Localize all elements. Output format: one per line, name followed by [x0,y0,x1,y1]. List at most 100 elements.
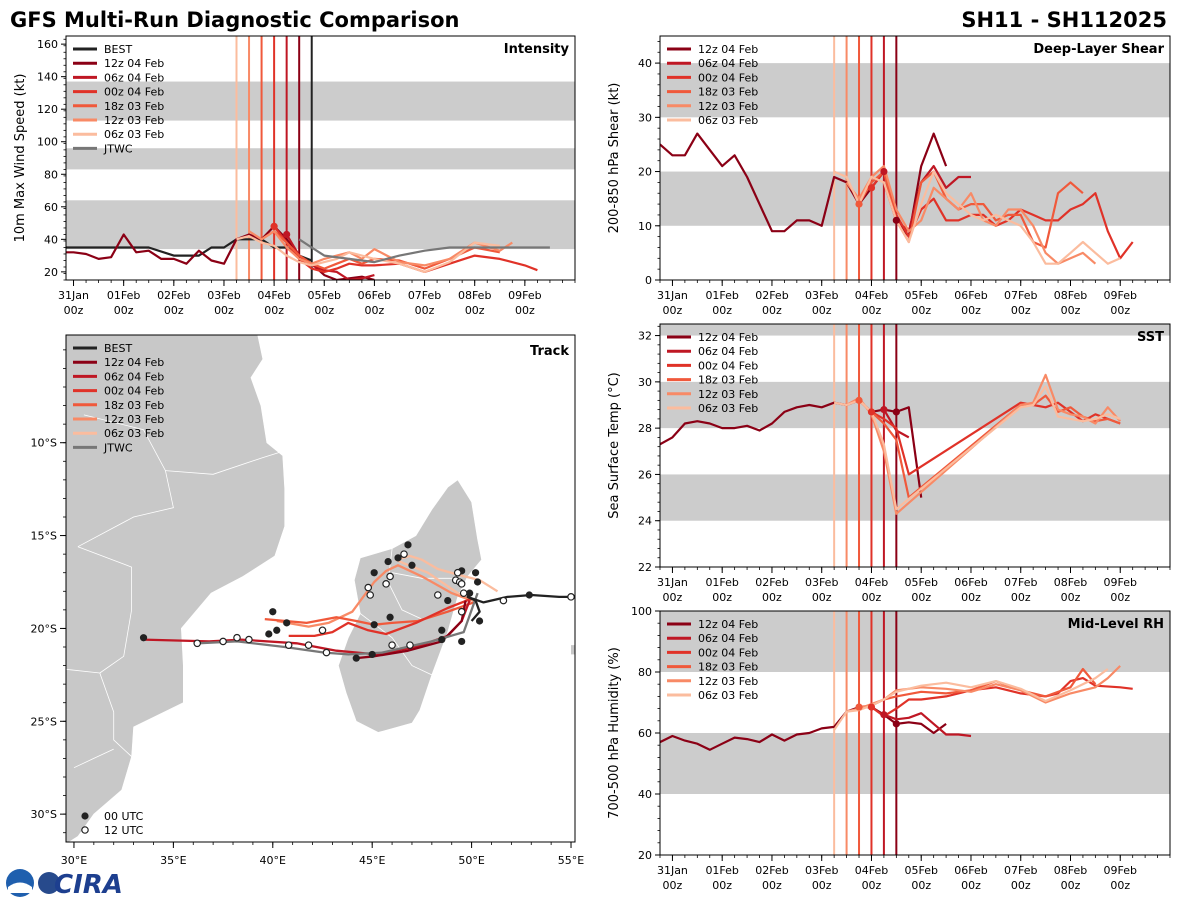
x-tick-day-label: 07Feb [1004,576,1037,589]
shaded-band [66,200,575,250]
series-marker-00z-04-feb [270,222,278,230]
y-tick-label: 10 [638,220,652,233]
x-tick-day-label: 05Feb [904,289,937,302]
x-tick-day-label: 08Feb [458,289,491,302]
reunion-island [571,645,575,655]
track-point-12utc [382,580,390,588]
track-point-00utc [444,596,452,605]
x-tick-day-label: 03Feb [805,864,838,877]
x-tick-hour-label: 00z [762,591,782,604]
track-point-00utc [394,554,402,562]
track-point-12utc [245,635,253,644]
series-marker-06z-04-feb [880,711,888,719]
x-tick-day-label: 05Feb [904,864,937,877]
shaded-band [66,81,575,121]
series-marker-00z-04-feb [867,703,876,711]
x-tick-hour-label: 00z [712,591,732,604]
africa-landmass [66,335,286,842]
y-tick-label: 80 [44,168,58,181]
legend-marker-12utc [81,826,89,834]
panel-title: SST [1137,330,1164,345]
legend-label-18z-03-feb: 18z 03 Feb [104,399,164,412]
legend-label-18z-03-feb: 18z 03 Feb [698,86,758,99]
x-tick-day-label: 31Jan [58,289,89,302]
legend-label-12z-03-feb: 12z 03 Feb [104,413,164,426]
track-point-12utc [400,550,408,558]
x-tick-hour-label: 00z [812,879,832,892]
track-point-12utc [304,641,313,649]
track-point-12utc [284,641,293,649]
legend-label-06z-04-feb: 06z 04 Feb [698,57,758,70]
x-tick-hour-label: 00z [911,879,931,892]
x-tick-day-label: 04Feb [257,289,290,302]
x-tick-day-label: 04Feb [855,576,888,589]
track-line-12z-03-feb [276,564,473,628]
x-tick-hour-label: 00z [214,304,234,317]
x-tick-hour-label: 00z [164,304,184,317]
x-tick-day-label: 01Feb [705,864,738,877]
x-tick-hour-label: 00z [911,591,931,604]
y-tick-label: 100 [37,136,58,149]
x-tick-hour-label: 00z [1011,591,1031,604]
lon-tick-label: 40°E [260,854,286,867]
x-tick-day-label: 01Feb [705,576,738,589]
x-tick-hour-label: 00z [465,304,485,317]
legend-label-jtwc: JTWC [103,441,133,454]
shear-panel: 0 10 20 30 40 200-850 hPa Shear (kt) 31Jan 00z 0… [607,35,1171,317]
series-marker-00z-04-feb [867,408,876,416]
track-point-12utc [459,589,468,597]
plot-frame [659,323,1171,568]
series-marker-00z-04-feb [867,184,876,192]
legend-label-06z-04-feb: 06z 04 Feb [104,370,164,383]
x-tick-hour-label: 00z [1061,304,1081,317]
shaded-band [660,733,1170,794]
series-marker-12z-04-feb [892,216,900,224]
series-marker-18z-03-feb [855,703,863,711]
track-point-12utc [453,568,462,577]
x-tick-day-label: 09Feb [1104,576,1137,589]
series-line-12z-03-feb [248,230,513,267]
track-point-00utc [370,569,378,577]
x-tick-hour-label: 00z [1110,591,1130,604]
track-point-00utc [384,557,392,566]
legend-label-00z-04-feb: 00z 04 Feb [104,385,164,398]
border-line [165,451,281,475]
x-tick-day-label: 04Feb [855,864,888,877]
panel-title: Track [530,344,569,359]
shaded-band [660,324,1170,336]
legend-label-12z-04-feb: 12z 04 Feb [698,618,758,631]
track-point-12utc [318,626,327,635]
track-point-12utc [406,641,414,649]
series-line-18z-03-feb [858,394,1121,499]
track-point-00utc [368,650,376,659]
x-tick-day-label: 07Feb [408,289,441,302]
track-point-12utc [322,648,331,657]
x-tick-hour-label: 00z [1110,304,1130,317]
track-point-12utc [388,641,396,649]
x-tick-hour-label: 00z [515,304,535,317]
x-tick-hour-label: 00z [1110,879,1130,892]
x-tick-day-label: 31Jan [657,576,688,589]
y-tick-label: 20 [638,166,652,179]
x-tick-day-label: 03Feb [207,289,240,302]
lon-tick-label: 50°E [458,854,484,867]
x-tick-hour-label: 00z [961,304,981,317]
x-tick-day-label: 09Feb [508,289,541,302]
y-tick-label: 20 [44,266,58,279]
legend-label-06z-03-feb: 06z 03 Feb [698,114,758,127]
track-point-00utc [352,654,360,662]
lat-tick-label: 20°S [31,622,57,635]
x-tick-hour-label: 00z [264,304,284,317]
track-point-12utc [457,580,466,588]
legend-label-best: BEST [104,43,132,56]
x-tick-day-label: 02Feb [755,864,788,877]
legend-label-06z-03-feb: 06z 03 Feb [104,128,164,141]
x-tick-day-label: 02Feb [157,289,190,302]
x-tick-hour-label: 00z [663,304,683,317]
x-tick-day-label: 09Feb [1104,289,1137,302]
legend-label-00z-04-feb: 00z 04 Feb [698,71,758,84]
track-point-00utc [466,589,474,597]
border-line [387,548,423,620]
x-tick-day-label: 31Jan [657,289,688,302]
lat-tick-label: 15°S [31,530,57,543]
